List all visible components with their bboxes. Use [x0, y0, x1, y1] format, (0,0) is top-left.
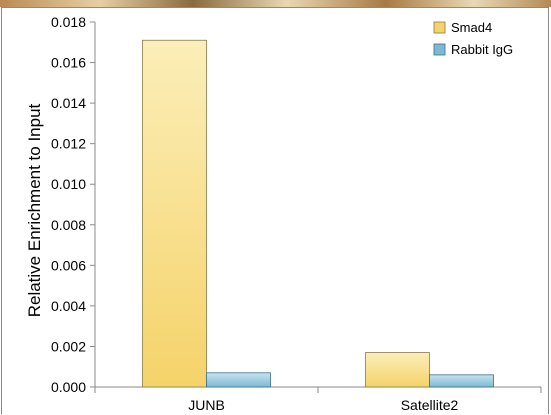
y-tick-label: 0.010 — [51, 176, 86, 192]
bar-smad4 — [142, 39, 207, 388]
x-category-label: JUNB — [188, 397, 225, 413]
bar-smad4 — [365, 352, 430, 388]
y-tick-label: 0.008 — [51, 217, 86, 233]
y-tick-label: 0.012 — [51, 136, 86, 152]
y-tick-label: 0.014 — [51, 95, 86, 111]
x-category-label: Satellite2 — [401, 397, 459, 413]
bars — [142, 39, 494, 388]
legend-label: Smad4 — [451, 20, 492, 35]
y-tick-label: 0.006 — [51, 257, 86, 273]
y-tick-label: 0.016 — [51, 55, 86, 71]
y-tick-label: 0.000 — [51, 379, 86, 395]
y-tick-label: 0.002 — [51, 338, 86, 354]
y-tick-label: 0.018 — [51, 14, 86, 30]
decorative-image-strip — [0, 0, 551, 7]
legend-label: Rabbit IgG — [451, 42, 513, 57]
x-axis: JUNB Satellite2 — [94, 386, 542, 413]
legend-swatch-smad4 — [433, 21, 446, 34]
bar-rabbit-igg — [429, 374, 494, 388]
chart-frame — [1, 7, 549, 414]
legend: Smad4 Rabbit IgG — [433, 20, 513, 57]
legend-swatch-rabbit-igg — [433, 43, 446, 56]
bar-rabbit-igg — [206, 372, 271, 388]
y-tick-label: 0.004 — [51, 298, 86, 314]
y-axis: 0.000 0.002 0.004 0.006 0.008 0.010 0.012 0.014… — [51, 14, 96, 395]
y-axis-title: Relative Enrichment to Input — [25, 103, 44, 317]
